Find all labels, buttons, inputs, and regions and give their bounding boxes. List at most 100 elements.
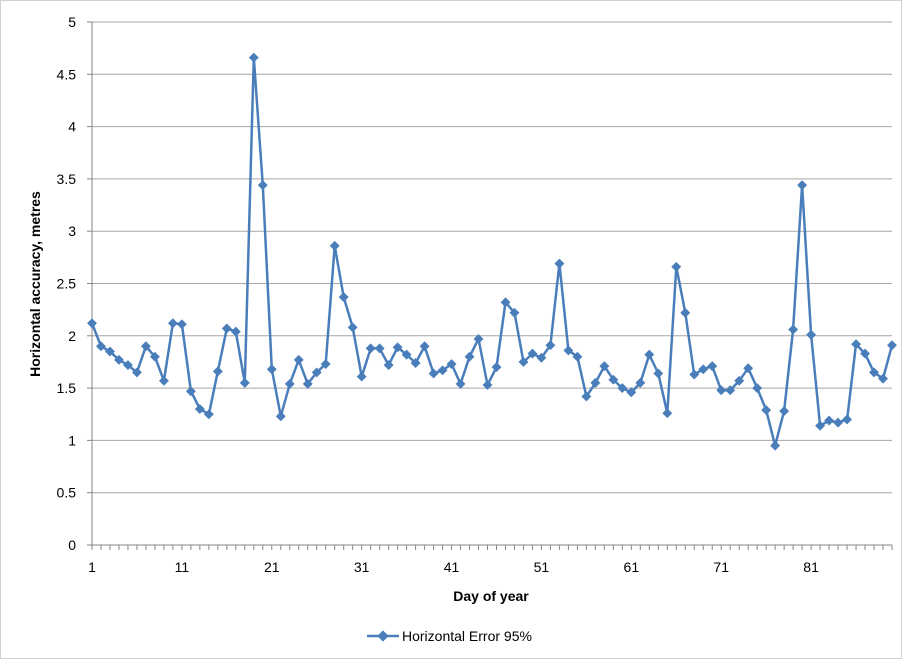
x-tick-label: 1 [88, 559, 96, 575]
data-point [320, 359, 331, 369]
data-point [185, 386, 196, 397]
y-tick-label: 5 [68, 14, 76, 30]
data-point [176, 319, 187, 330]
data-point [374, 343, 385, 354]
data-point [446, 359, 457, 369]
data-point [383, 360, 394, 371]
data-point [806, 329, 817, 340]
data-point [302, 378, 313, 389]
data-point [707, 361, 718, 372]
data-point [338, 292, 349, 303]
data-point [131, 367, 142, 378]
data-point [536, 352, 547, 363]
data-point [365, 343, 376, 354]
y-tick-label: 0.5 [57, 485, 77, 501]
y-tick-labels: 0 0.5 1 1.5 2 2.5 3 3.5 4 4.5 5 [57, 14, 77, 553]
data-point [401, 349, 412, 360]
data-point [392, 342, 403, 353]
data-point [464, 351, 475, 362]
data-point [518, 357, 529, 367]
data-point [752, 383, 763, 394]
data-point [149, 351, 160, 362]
data-point [167, 318, 178, 329]
y-tick-label: 4 [68, 119, 76, 135]
y-tick-label: 4.5 [57, 66, 77, 82]
data-point [239, 377, 250, 388]
data-point [419, 341, 430, 352]
data-point [626, 387, 637, 398]
data-point [851, 339, 861, 350]
data-point [887, 340, 897, 351]
y-tick-label: 3 [68, 223, 76, 239]
data-point [761, 405, 772, 416]
data-point [347, 322, 358, 333]
data-point [833, 417, 844, 428]
data-point [815, 420, 826, 431]
data-point [581, 391, 592, 402]
x-tick-label: 31 [354, 559, 370, 575]
data-point [437, 365, 448, 376]
legend: Horizontal Error 95% [367, 628, 532, 644]
x-axis-title: Day of year [453, 588, 529, 604]
data-point [698, 364, 709, 375]
data-point [671, 261, 682, 272]
x-tick-labels: 1 11 21 31 41 51 61 71 81 [88, 559, 819, 575]
data-point [491, 362, 502, 373]
data-point [482, 380, 493, 390]
x-tick-label: 21 [264, 559, 280, 575]
data-point [617, 383, 628, 394]
data-point [608, 374, 619, 385]
x-tick-label: 51 [534, 559, 550, 575]
data-point [140, 341, 151, 352]
data-point [653, 368, 664, 379]
data-point [788, 324, 799, 335]
x-tick-label: 81 [803, 559, 819, 575]
y-tick-label: 2 [68, 328, 76, 344]
legend-diamond-marker [377, 630, 389, 642]
x-tick-label: 11 [175, 559, 190, 575]
data-point [743, 363, 754, 374]
data-point [194, 404, 205, 414]
data-point [257, 180, 268, 191]
data-point [284, 378, 295, 389]
data-point [662, 408, 673, 419]
data-point [293, 354, 304, 365]
data-point [563, 345, 574, 356]
data-point [797, 180, 808, 191]
series-horizontal-error [87, 52, 897, 451]
data-point [356, 371, 367, 382]
data-point [248, 52, 259, 63]
y-tick-label: 2.5 [57, 276, 77, 292]
data-point [266, 364, 277, 375]
data-point [554, 258, 565, 269]
data-point [644, 349, 655, 360]
data-point [509, 307, 520, 318]
data-point [455, 378, 466, 389]
series-line [90, 56, 894, 447]
data-point [230, 326, 241, 337]
data-point [221, 323, 232, 334]
data-point [770, 440, 781, 451]
data-point [428, 368, 439, 379]
data-point [158, 375, 169, 386]
data-point [500, 297, 511, 308]
data-point [869, 367, 879, 378]
data-point [311, 367, 322, 378]
data-point [725, 385, 736, 396]
data-point [572, 351, 583, 362]
data-point [779, 406, 790, 417]
data-point [860, 348, 870, 359]
x-tick-label: 71 [713, 559, 729, 575]
data-point [410, 358, 421, 368]
data-point [590, 377, 601, 388]
gridlines [92, 21, 892, 494]
data-point [716, 385, 727, 396]
data-point [275, 411, 286, 422]
data-point [599, 361, 610, 372]
data-point [635, 377, 646, 388]
x-tick-label: 61 [624, 559, 640, 575]
axes [87, 21, 893, 550]
data-point [87, 318, 97, 329]
